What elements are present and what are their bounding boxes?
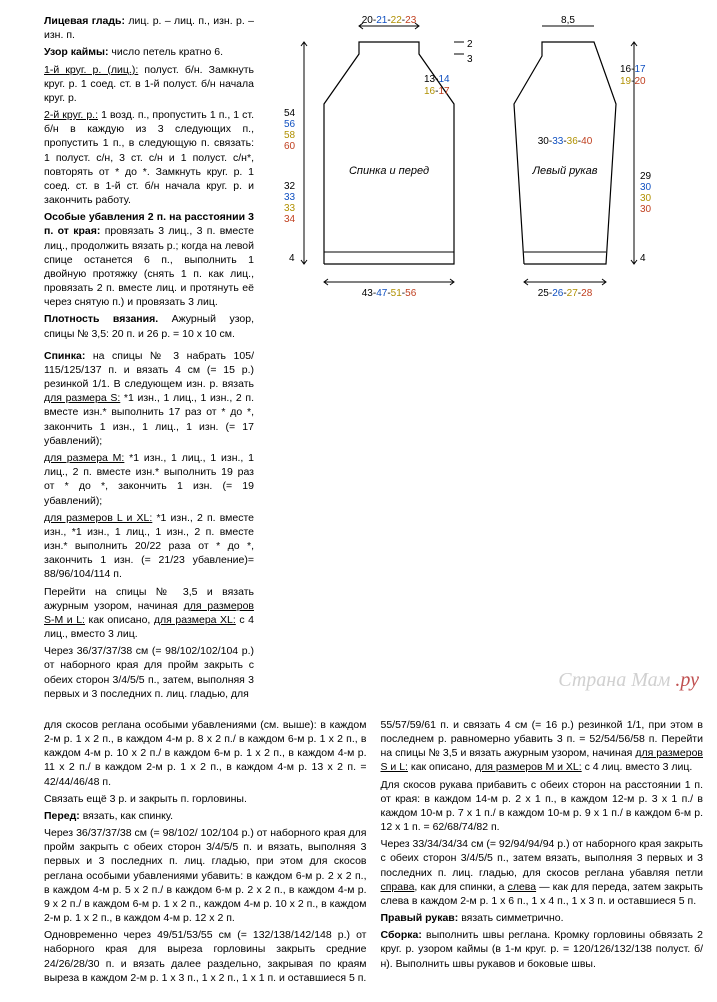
svg-text:60: 60: [284, 141, 296, 152]
svg-text:4: 4: [640, 253, 646, 264]
svg-text:58: 58: [284, 130, 296, 141]
svg-text:3: 3: [467, 54, 473, 65]
column-left: Лицевая гладь: лиц. р. – лиц. п., изн. р…: [44, 14, 254, 704]
svg-text:54: 54: [284, 108, 296, 119]
svg-text:34: 34: [284, 214, 296, 225]
svg-text:Спинка и перед: Спинка и перед: [349, 165, 429, 177]
svg-text:19-20: 19-20: [620, 76, 646, 87]
schematic-diagram: 2 3 Спинка и перед 54 56 58 60 32 33 33 …: [264, 14, 664, 314]
svg-text:33: 33: [284, 192, 296, 203]
svg-text:29: 29: [640, 171, 652, 182]
svg-text:43-47-51-56: 43-47-51-56: [362, 288, 417, 299]
svg-text:16-17: 16-17: [620, 64, 646, 75]
svg-text:2: 2: [467, 39, 473, 50]
svg-text:30-33-36-40: 30-33-36-40: [538, 136, 593, 147]
svg-text:Левый рукав: Левый рукав: [532, 165, 598, 177]
svg-text:16-17: 16-17: [424, 86, 450, 97]
svg-text:30: 30: [640, 193, 652, 204]
svg-text:8,5: 8,5: [561, 15, 575, 26]
column-right: 55/57/59/61 п. и связать 4 см (= 16 р.) …: [381, 718, 704, 988]
svg-text:32: 32: [284, 181, 296, 192]
svg-text:25-26-27-28: 25-26-27-28: [538, 288, 593, 299]
watermark: Страна Мам .ру: [558, 667, 699, 694]
svg-text:4: 4: [289, 253, 295, 264]
column-mid: для скосов реглана особыми убавлениями (…: [44, 718, 367, 988]
svg-text:20-21-22-23: 20-21-22-23: [362, 15, 417, 26]
svg-text:13-14: 13-14: [424, 74, 450, 85]
svg-text:30: 30: [640, 182, 652, 193]
svg-text:33: 33: [284, 203, 296, 214]
svg-text:30: 30: [640, 204, 652, 215]
svg-text:56: 56: [284, 119, 296, 130]
